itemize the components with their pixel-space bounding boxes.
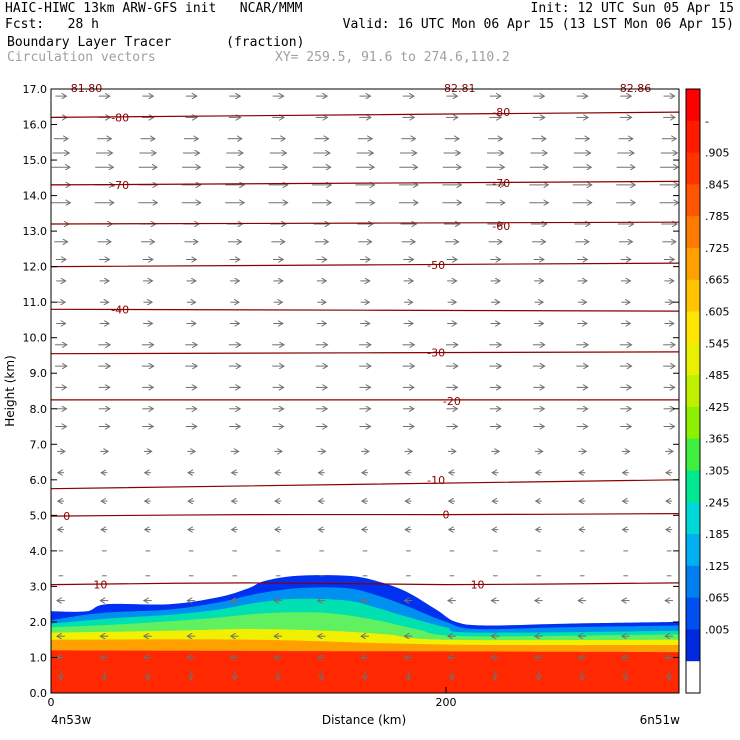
colorbar-swatch-7 xyxy=(686,311,700,344)
contour-label-0-1: 0 xyxy=(442,509,449,522)
contour-label-0-0: 0 xyxy=(63,510,70,523)
colorbar-label-12: .245 xyxy=(705,496,730,509)
y-tick-label-4: 4.0 xyxy=(30,545,48,558)
y-tick-label-1: 1.0 xyxy=(30,651,48,664)
colorbar-label-3: .785 xyxy=(705,210,730,223)
contour-label-1-1: 10 xyxy=(471,579,485,592)
colorbar-label-14: .125 xyxy=(705,560,730,573)
contour-label-5-0: -40 xyxy=(111,303,129,316)
colorbar-frame xyxy=(685,88,701,694)
contour-line-4 xyxy=(50,351,680,355)
circulation-vectors xyxy=(51,96,678,680)
contour-label-4-0: -30 xyxy=(427,347,445,360)
colorbar-swatch-16 xyxy=(686,597,700,630)
y-tick-label-17: 17.0 xyxy=(23,83,48,96)
contour-line-6 xyxy=(50,262,680,268)
y-tick-label-8: 8.0 xyxy=(30,403,48,416)
colorbar-swatch-0 xyxy=(686,89,700,122)
y-tick-label-13: 13.0 xyxy=(23,225,48,238)
colorbar-label-6: .605 xyxy=(705,306,730,319)
colorbar-label-0: - xyxy=(705,115,709,128)
colorbar-label-9: .425 xyxy=(705,401,730,414)
y-tick-label-6: 6.0 xyxy=(30,474,48,487)
contour-label-9-1: -80 xyxy=(492,106,510,119)
colorbar-swatch-18 xyxy=(686,661,700,694)
x-left-endpoint: 4n53w xyxy=(51,713,92,727)
y-tick-label-15: 15.0 xyxy=(23,154,48,167)
contour-label-7-0: -60 xyxy=(492,220,510,233)
x-axis-title: Distance (km) xyxy=(322,713,406,727)
colorbar-label-7: .545 xyxy=(705,337,730,350)
contour-label-1-0: 10 xyxy=(93,579,107,592)
contour-line-1 xyxy=(50,582,680,586)
y-tick-label-16: 16.0 xyxy=(23,119,48,132)
colorbar-swatch-3 xyxy=(686,184,700,217)
colorbar-swatch-10 xyxy=(686,406,700,440)
y-tick-label-9: 9.0 xyxy=(30,367,48,380)
colorbar-label-1: .905 xyxy=(705,147,730,160)
forecast-hour: Fcst: 28 h xyxy=(5,17,99,32)
x-right-endpoint: 6n51w xyxy=(640,713,681,727)
y-tick-label-10: 10.0 xyxy=(23,332,48,345)
y-tick-label-3: 3.0 xyxy=(30,580,48,593)
field-title: Boundary Layer Tracer (fraction) xyxy=(7,35,305,50)
colorbar-swatch-6 xyxy=(686,279,700,313)
colorbar-label-5: .665 xyxy=(705,274,730,287)
x-tick-label-1: 200 xyxy=(435,696,456,709)
colorbar-swatch-14 xyxy=(686,534,700,567)
y-axis-title: Height (km) xyxy=(3,355,17,426)
colorbar-label-13: .185 xyxy=(705,528,730,541)
contour-line-5 xyxy=(50,308,680,312)
y-tick-label-11: 11.0 xyxy=(23,296,48,309)
colorbar-swatch-15 xyxy=(686,565,700,599)
contour-line-8 xyxy=(50,180,680,186)
colorbar-swatch-17 xyxy=(686,629,700,662)
vectors-title: Circulation vectors xyxy=(7,50,156,65)
colorbar-swatch-8 xyxy=(686,343,700,376)
valid-time: Valid: 16 UTC Mon 06 Apr 15 (13 LST Mon … xyxy=(342,17,734,32)
contour-label-3-0: -20 xyxy=(443,395,461,408)
contour-line-7 xyxy=(50,221,680,225)
contour-label-9-0: -80 xyxy=(111,111,129,124)
axes: 0.0 1.0 2.0 3.0 4.0 5.0 6.0 7.0 8.0 9.0 10.0 11.0 12… xyxy=(23,83,680,709)
y-tick-label-7: 7.0 xyxy=(30,438,48,451)
x-tick-label-0: 0 xyxy=(48,696,55,709)
colorbar-label-8: .485 xyxy=(705,369,730,382)
colorbar-swatch-5 xyxy=(686,247,700,281)
colorbar-swatch-9 xyxy=(686,375,700,408)
y-tick-label-0: 0.0 xyxy=(30,687,48,700)
y-tick-label-12: 12.0 xyxy=(23,261,48,274)
colorbar-swatch-13 xyxy=(686,502,700,535)
contour-label-8-1: -70 xyxy=(492,177,510,190)
plot-frame xyxy=(50,88,680,694)
y-tick-label-2: 2.0 xyxy=(30,616,48,629)
colorbar-label-16: .005 xyxy=(705,623,730,636)
contour-line-9 xyxy=(50,111,680,118)
colorbar: - .905 .845 .785 .725 .665 .605 .545 .485 .425 .36… xyxy=(685,88,730,694)
contour-label-6-0: -50 xyxy=(427,259,445,272)
colorbar-label-4: .725 xyxy=(705,242,730,255)
colorbar-label-2: .845 xyxy=(705,178,730,191)
contour-label-8-0: -70 xyxy=(111,179,129,192)
y-tick-label-14: 14.0 xyxy=(23,190,48,203)
cross-section-endpoints: XY= 259.5, 91.6 to 274.6,110.2 xyxy=(275,50,510,65)
colorbar-swatch-12 xyxy=(686,470,700,503)
y-tick-label-5: 5.0 xyxy=(30,509,48,522)
colorbar-swatch-2 xyxy=(686,152,700,185)
model-title: HAIC-HIWC 13km ARW-GFS init NCAR/MMM xyxy=(5,1,303,16)
contour-label-2-0: -10 xyxy=(427,474,445,487)
contour-line-2 xyxy=(50,479,680,490)
colorbar-swatch-4 xyxy=(686,216,700,249)
colorbar-swatch-1 xyxy=(686,120,700,154)
colorbar-label-11: .305 xyxy=(705,465,730,478)
colorbar-label-15: .065 xyxy=(705,592,730,605)
colorbar-label-10: .365 xyxy=(705,433,730,446)
init-time: Init: 12 UTC Sun 05 Apr 15 xyxy=(530,1,735,16)
colorbar-swatch-11 xyxy=(686,438,700,471)
temperature-contours: 0 010 10-10-20-30-40-50-60-70 -70-80 -80-81.… xyxy=(50,82,680,592)
contour-line-0 xyxy=(50,513,680,517)
